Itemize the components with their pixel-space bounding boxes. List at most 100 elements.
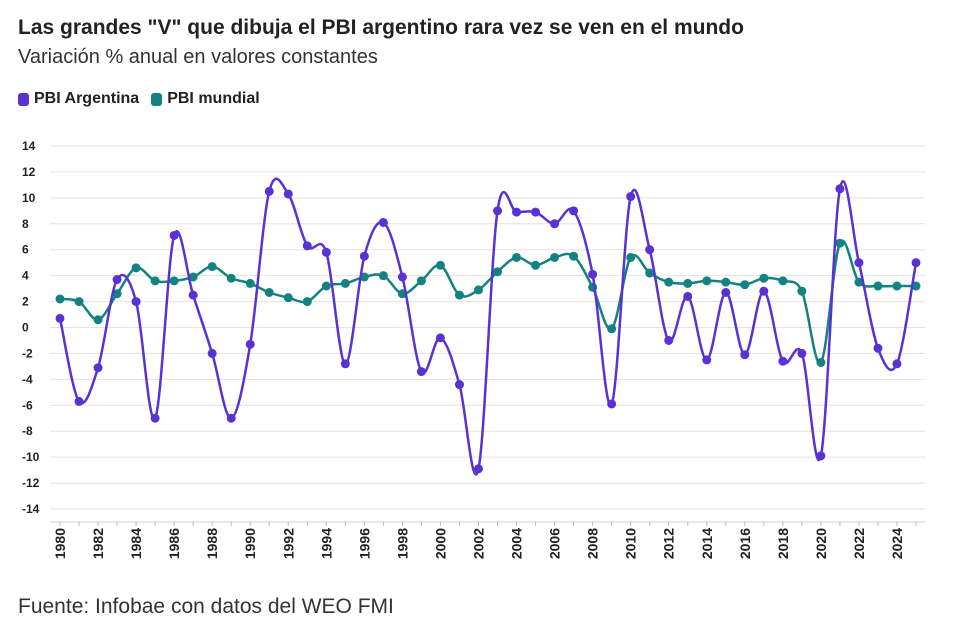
y-tick-label: 4 <box>22 269 29 283</box>
data-point-argentina <box>759 286 769 296</box>
data-point-argentina <box>454 380 464 390</box>
data-point-argentina <box>283 189 293 199</box>
data-point-argentina <box>683 291 693 301</box>
x-tick-label: 2002 <box>470 528 486 559</box>
data-point-mundial <box>550 252 560 262</box>
data-point-mundial <box>74 297 84 307</box>
data-point-mundial <box>283 293 293 303</box>
data-point-mundial <box>169 276 179 286</box>
data-point-argentina <box>721 287 731 297</box>
data-point-argentina <box>702 355 712 365</box>
data-point-argentina <box>112 275 122 285</box>
data-point-argentina <box>569 206 579 216</box>
data-point-argentina <box>550 219 560 229</box>
data-point-argentina <box>588 269 598 279</box>
data-point-mundial <box>245 278 255 288</box>
x-tick-label: 1990 <box>242 528 258 559</box>
x-tick-label: 2010 <box>623 528 639 559</box>
data-point-mundial <box>626 252 636 262</box>
data-point-mundial <box>131 263 141 273</box>
data-point-mundial <box>721 277 731 287</box>
data-point-mundial <box>93 315 103 325</box>
source-note: Fuente: Infobae con datos del WEO FMI <box>18 595 394 618</box>
data-point-argentina <box>512 207 522 217</box>
data-point-mundial <box>873 281 883 291</box>
y-tick-label: -6 <box>22 398 33 412</box>
data-point-mundial <box>416 276 426 286</box>
y-tick-label: 2 <box>22 295 29 309</box>
x-tick-label: 2020 <box>813 528 829 559</box>
x-tick-label: 1996 <box>356 528 372 559</box>
data-point-argentina <box>778 356 788 366</box>
chart-title: Las grandes "V" que dibuja el PBI argent… <box>18 16 744 39</box>
legend: PBI Argentina PBI mundial <box>18 90 260 108</box>
data-point-argentina <box>473 464 483 474</box>
data-point-argentina <box>607 399 617 409</box>
data-point-argentina <box>226 413 236 423</box>
y-tick-label: 14 <box>22 139 36 153</box>
series-line-argentina <box>58 177 918 476</box>
x-tick-label: 1982 <box>90 528 106 559</box>
data-point-mundial <box>302 297 312 307</box>
data-point-argentina <box>93 363 103 373</box>
legend-label-mundial: PBI mundial <box>167 90 260 107</box>
data-point-argentina <box>493 206 503 216</box>
data-point-argentina <box>245 339 255 349</box>
y-tick-label: 10 <box>22 191 36 205</box>
data-point-mundial <box>759 273 769 283</box>
x-tick-label: 2022 <box>851 528 867 559</box>
data-point-mundial <box>340 278 350 288</box>
x-tick-label: 2014 <box>699 528 715 559</box>
data-point-argentina <box>911 258 921 268</box>
legend-swatch-argentina <box>18 92 29 106</box>
x-tick-label: 1988 <box>204 528 220 559</box>
x-tick-label: 2000 <box>432 528 448 559</box>
data-point-mundial <box>854 277 864 287</box>
x-tick-label: 1998 <box>394 528 410 559</box>
data-point-mundial <box>378 271 388 281</box>
data-point-mundial <box>702 276 712 286</box>
data-point-argentina <box>854 258 864 268</box>
legend-label-argentina: PBI Argentina <box>34 90 140 107</box>
y-tick-label: 8 <box>22 217 29 231</box>
y-tick-label: 6 <box>22 243 29 257</box>
data-point-mundial <box>512 252 522 262</box>
data-point-argentina <box>397 272 407 282</box>
data-point-argentina <box>188 290 198 300</box>
data-point-argentina <box>740 350 750 360</box>
data-point-argentina <box>302 241 312 251</box>
data-point-mundial <box>645 268 655 278</box>
data-point-argentina <box>873 343 883 353</box>
data-point-mundial <box>816 358 826 368</box>
data-point-mundial <box>473 285 483 295</box>
data-point-argentina <box>797 348 807 358</box>
x-tick-label: 2012 <box>661 528 677 559</box>
data-point-mundial <box>683 278 693 288</box>
data-point-argentina <box>626 192 636 202</box>
data-point-mundial <box>493 267 503 277</box>
y-tick-label: -12 <box>22 476 40 490</box>
legend-item-argentina: PBI Argentina <box>18 90 139 108</box>
y-tick-label: -10 <box>22 450 40 464</box>
data-point-argentina <box>816 451 826 461</box>
y-tick-label: -4 <box>22 372 33 386</box>
data-point-mundial <box>112 289 122 299</box>
data-point-argentina <box>378 217 388 227</box>
data-point-mundial <box>531 260 541 270</box>
x-tick-label: 2016 <box>737 528 753 559</box>
data-point-argentina <box>892 359 902 369</box>
y-tick-label: 12 <box>22 165 36 179</box>
data-point-argentina <box>645 245 655 255</box>
y-tick-label: -14 <box>22 502 40 516</box>
data-point-argentina <box>359 251 369 261</box>
data-point-argentina <box>150 413 160 423</box>
chart-subtitle: Variación % anual en valores constantes <box>18 46 378 68</box>
x-tick-label: 1992 <box>280 528 296 559</box>
data-point-mundial <box>892 281 902 291</box>
data-point-mundial <box>226 273 236 283</box>
y-tick-label: 0 <box>22 321 29 335</box>
data-point-argentina <box>340 359 350 369</box>
data-point-mundial <box>454 290 464 300</box>
x-tick-label: 1986 <box>166 528 182 559</box>
